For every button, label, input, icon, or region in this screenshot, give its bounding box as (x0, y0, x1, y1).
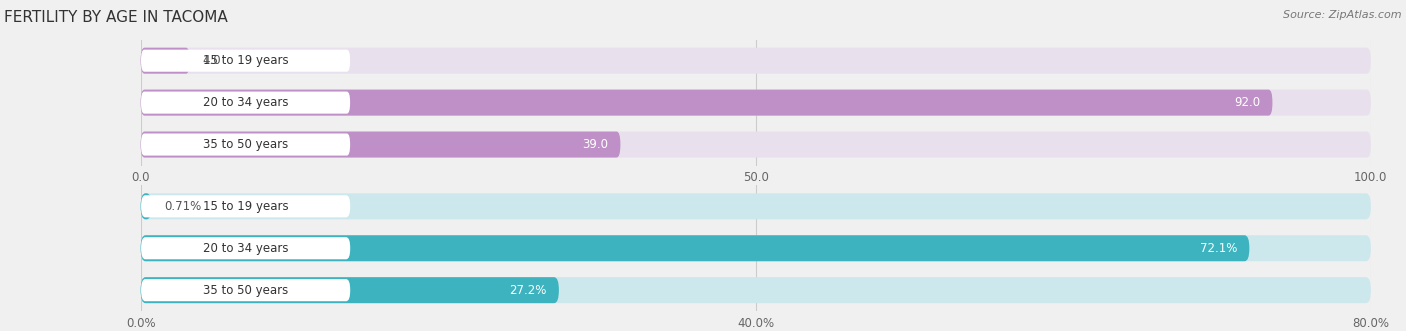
Text: FERTILITY BY AGE IN TACOMA: FERTILITY BY AGE IN TACOMA (4, 10, 228, 25)
Text: 35 to 50 years: 35 to 50 years (202, 138, 288, 151)
Text: 92.0: 92.0 (1234, 96, 1260, 109)
Text: 72.1%: 72.1% (1199, 242, 1237, 255)
Text: 20 to 34 years: 20 to 34 years (202, 242, 288, 255)
FancyBboxPatch shape (141, 277, 560, 303)
FancyBboxPatch shape (141, 50, 350, 72)
FancyBboxPatch shape (141, 90, 1272, 116)
FancyBboxPatch shape (141, 48, 190, 74)
Text: 15 to 19 years: 15 to 19 years (202, 54, 288, 67)
Text: 35 to 50 years: 35 to 50 years (202, 284, 288, 297)
FancyBboxPatch shape (141, 193, 152, 219)
FancyBboxPatch shape (141, 235, 1371, 261)
FancyBboxPatch shape (141, 193, 1371, 219)
Text: Source: ZipAtlas.com: Source: ZipAtlas.com (1284, 10, 1402, 20)
FancyBboxPatch shape (141, 195, 350, 217)
FancyBboxPatch shape (141, 279, 350, 301)
FancyBboxPatch shape (141, 92, 350, 114)
FancyBboxPatch shape (141, 133, 350, 156)
Text: 0.71%: 0.71% (165, 200, 201, 213)
FancyBboxPatch shape (141, 48, 1371, 74)
FancyBboxPatch shape (141, 237, 350, 259)
Text: 39.0: 39.0 (582, 138, 609, 151)
Text: 20 to 34 years: 20 to 34 years (202, 96, 288, 109)
Text: 4.0: 4.0 (202, 54, 221, 67)
FancyBboxPatch shape (141, 90, 1371, 116)
Text: 27.2%: 27.2% (509, 284, 547, 297)
FancyBboxPatch shape (141, 131, 620, 158)
FancyBboxPatch shape (141, 235, 1250, 261)
FancyBboxPatch shape (141, 131, 1371, 158)
FancyBboxPatch shape (141, 277, 1371, 303)
Text: 15 to 19 years: 15 to 19 years (202, 200, 288, 213)
